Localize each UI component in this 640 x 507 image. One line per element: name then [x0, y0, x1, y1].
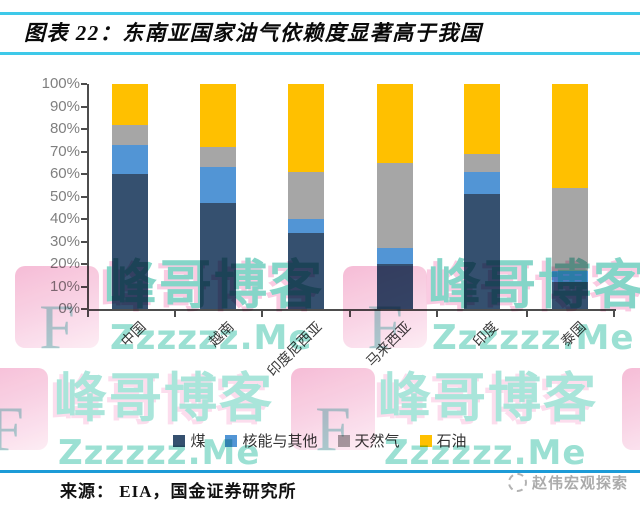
bar-segment-核能与其他: [552, 270, 588, 282]
bar-segment-天然气: [200, 147, 236, 168]
title-bottom-border: [0, 52, 640, 55]
bar-segment-核能与其他: [377, 248, 413, 264]
watermark-url-text: Zzzzzz.Me: [58, 433, 261, 473]
x-axis-tick: [436, 311, 438, 317]
bar-segment-天然气: [112, 124, 148, 145]
bar-segment-核能与其他: [288, 219, 324, 233]
watermark-logo-block: F: [15, 266, 99, 359]
bar-segment-核能与其他: [112, 144, 148, 174]
watermark-letter: F: [367, 291, 403, 363]
bar-segment-煤: [552, 282, 588, 309]
watermark-logo-block: [622, 368, 640, 450]
watermark-brand-text: 峰哥博客: [54, 368, 274, 429]
bar-segment-石油: [464, 84, 500, 154]
y-axis-tick: [81, 173, 87, 175]
bar-segment-石油: [377, 84, 413, 163]
watermark-url-text: Zzzzzz.Me: [384, 433, 587, 473]
bar-segment-天然气: [377, 162, 413, 249]
y-axis-tick: [81, 128, 87, 130]
sun-logo-icon: [507, 473, 527, 492]
y-axis-tick: [81, 263, 87, 265]
y-axis-tick: [81, 83, 87, 85]
y-axis-tick: [81, 218, 87, 220]
bar-segment-煤: [200, 203, 236, 309]
bar-segment-天然气: [464, 153, 500, 172]
legend-label: 煤: [190, 434, 206, 450]
legend-label: 石油: [436, 434, 467, 450]
y-axis-label: 50%: [49, 187, 80, 205]
bar-segment-煤: [464, 194, 500, 309]
separator-line: [0, 470, 640, 473]
watermark-brand-text: 峰哥博客: [104, 255, 324, 316]
bar-segment-石油: [552, 84, 588, 188]
source-note: 来源： EIA，国金证券研究所: [60, 482, 297, 501]
x-axis-tick: [526, 311, 528, 317]
y-axis-tick: [81, 105, 87, 108]
figure-title: 图表 22：东南亚国家油气依赖度显著高于我国: [24, 21, 483, 45]
watermark-url-text: Zzzzzz.Me: [432, 318, 635, 358]
footer-watermark-text: 赵伟宏观探索: [531, 474, 628, 492]
bar-segment-天然气: [552, 187, 588, 271]
x-axis-tick: [613, 311, 615, 317]
bar-segment-核能与其他: [200, 167, 236, 204]
watermark-brand-text: 峰哥博客: [428, 255, 640, 316]
bar-segment-核能与其他: [464, 171, 500, 195]
watermark-letter: F: [315, 393, 351, 465]
watermark-logo-block: F: [0, 368, 48, 461]
y-axis-label: 30%: [49, 232, 80, 250]
y-axis-label: 90%: [49, 97, 80, 115]
bar-segment-煤: [288, 232, 324, 309]
y-axis-label: 60%: [49, 165, 80, 182]
y-axis-label: 100%: [41, 75, 80, 92]
legend-swatch: [173, 434, 186, 447]
legend-swatch: [225, 434, 238, 447]
y-axis-label: 70%: [49, 142, 80, 160]
legend-item: 石油: [419, 430, 467, 451]
bar-segment-煤: [112, 174, 148, 309]
x-axis-tick: [174, 311, 176, 317]
y-axis-tick: [81, 240, 87, 243]
bar-segment-石油: [200, 84, 236, 147]
watermark-brand-text: 峰哥博客: [378, 368, 598, 429]
stacked-bar-chart: 0%10%20%30%40%50%60%70%80%90%100%中国越南印度尼…: [41, 75, 616, 380]
watermark-letter: F: [0, 393, 24, 465]
bar-segment-石油: [112, 84, 148, 125]
watermark-letter: F: [39, 291, 75, 363]
y-axis-label: 40%: [49, 210, 80, 227]
footer-watermark: 赵伟宏观探索: [507, 472, 628, 493]
title-top-border: [0, 12, 640, 15]
watermark-url-text: Zzzzzz.Me: [110, 318, 313, 358]
y-axis-tick: [81, 195, 87, 198]
y-axis-label: 80%: [49, 120, 80, 137]
bar-segment-天然气: [288, 171, 324, 219]
legend-item: 煤: [173, 430, 205, 451]
bar-segment-石油: [288, 84, 324, 172]
watermark-logo-block: F: [291, 368, 375, 461]
y-axis-tick: [81, 150, 87, 153]
watermark-logo-block: F: [343, 266, 427, 359]
legend-swatch: [419, 434, 432, 447]
x-axis-tick: [261, 311, 263, 317]
y-axis-line: [87, 84, 89, 311]
